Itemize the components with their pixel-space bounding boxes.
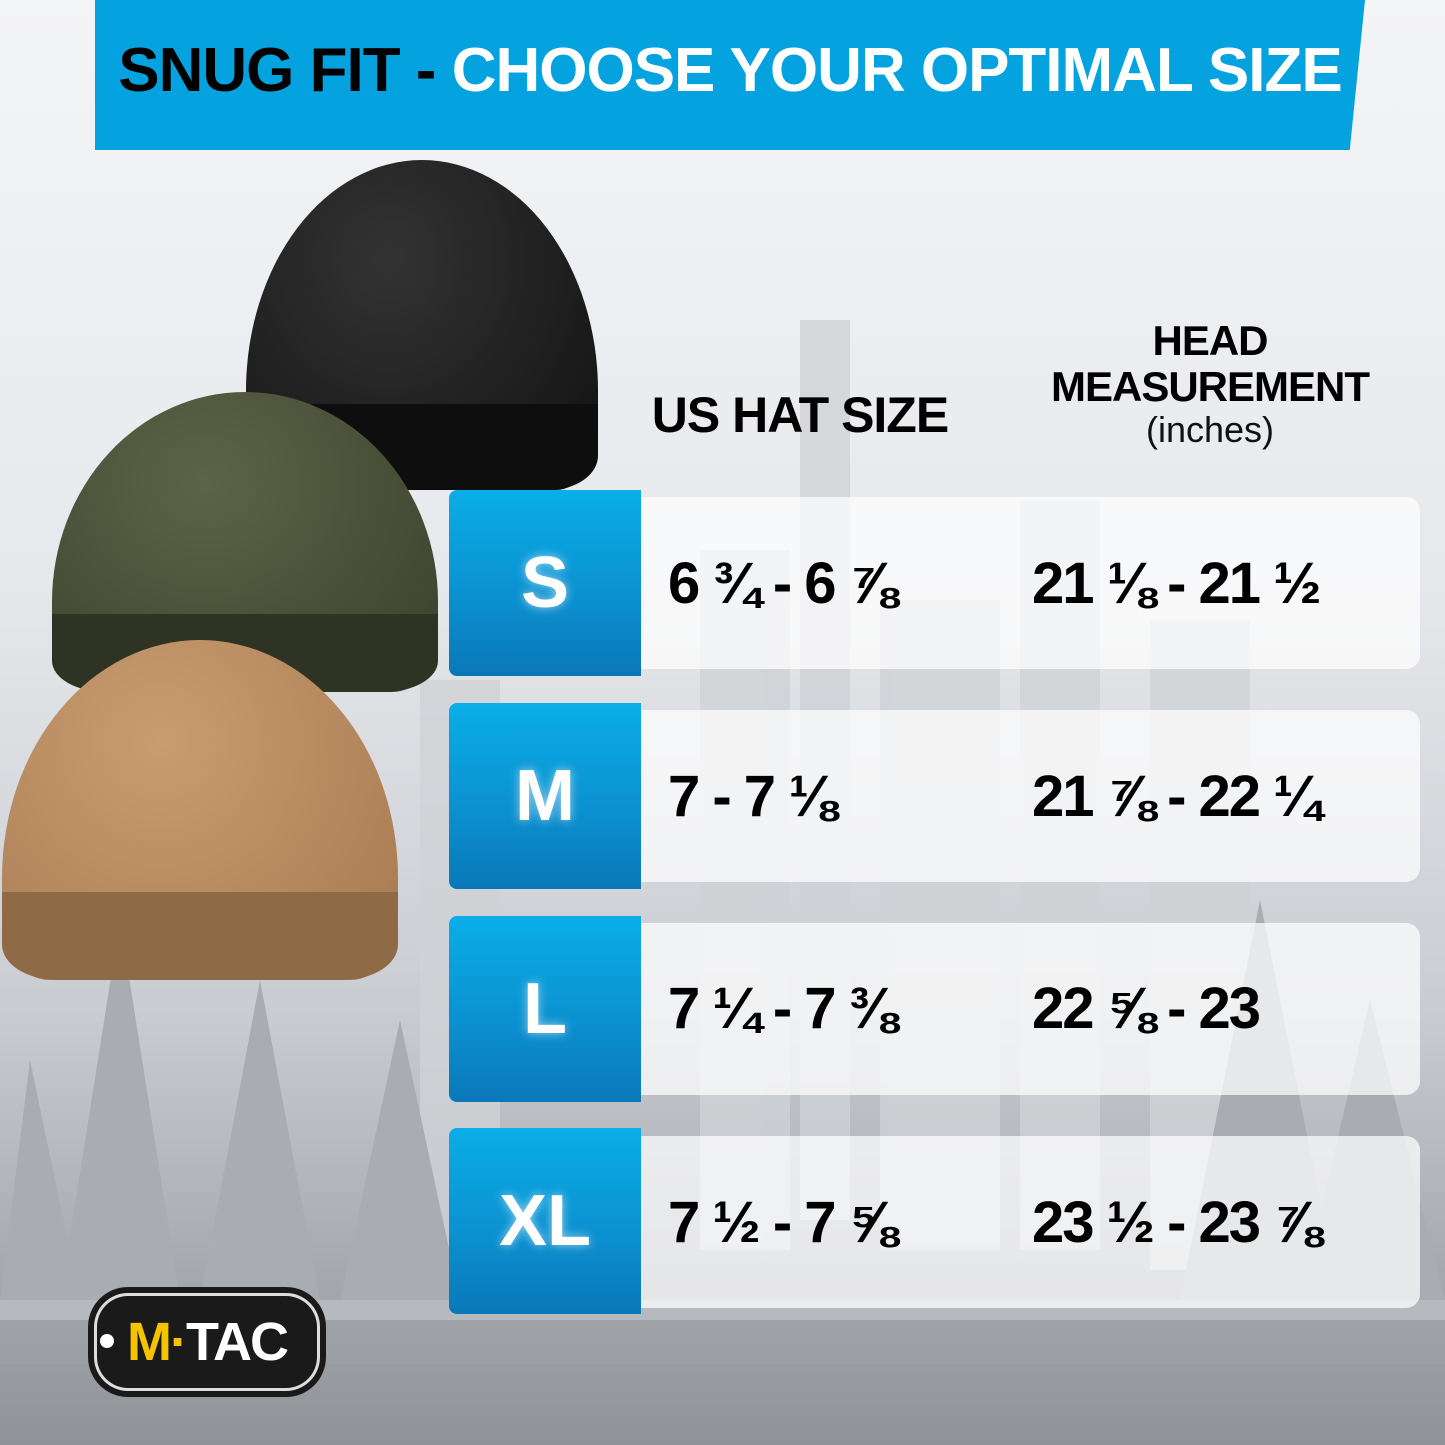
head-measurement-value: 22 ⅝ - 23 [1032, 976, 1261, 1041]
head-measurement-value: 23 ½ - 23 ⅞ [1032, 1190, 1322, 1255]
size-label: XL [449, 1128, 641, 1314]
hat-size-value: 7 ½ - 7 ⅝ [668, 1190, 897, 1255]
title-dark-part: SNUG FIT - [118, 36, 436, 105]
column-header-hat-size: US HAT SIZE [651, 387, 949, 443]
head-measurement-value: 21 ⅛ - 21 ½ [1032, 551, 1322, 616]
header-banner [95, 0, 1365, 150]
hat-size-value: 7 ¼ - 7 ⅜ [668, 976, 897, 1041]
size-label: M [449, 703, 641, 889]
title-light-part: CHOOSE YOUR OPTIMAL SIZE [451, 36, 1343, 105]
m-tac-logo: M·TAC [88, 1287, 326, 1397]
hat-size-value: 7 - 7 ⅛ [668, 764, 837, 829]
column-header-head-measurement: HEAD MEASUREMENT (inches) [1050, 317, 1370, 451]
page-title: SNUG FIT - CHOOSE YOUR OPTIMAL SIZE [95, 40, 1365, 102]
size-label: L [449, 916, 641, 1102]
head-measurement-value: 21 ⅞ - 22 ¼ [1032, 764, 1322, 829]
logo-hole-icon [100, 1334, 114, 1348]
size-label: S [449, 490, 641, 676]
hat-size-value: 6 ¾ - 6 ⅞ [668, 551, 897, 616]
